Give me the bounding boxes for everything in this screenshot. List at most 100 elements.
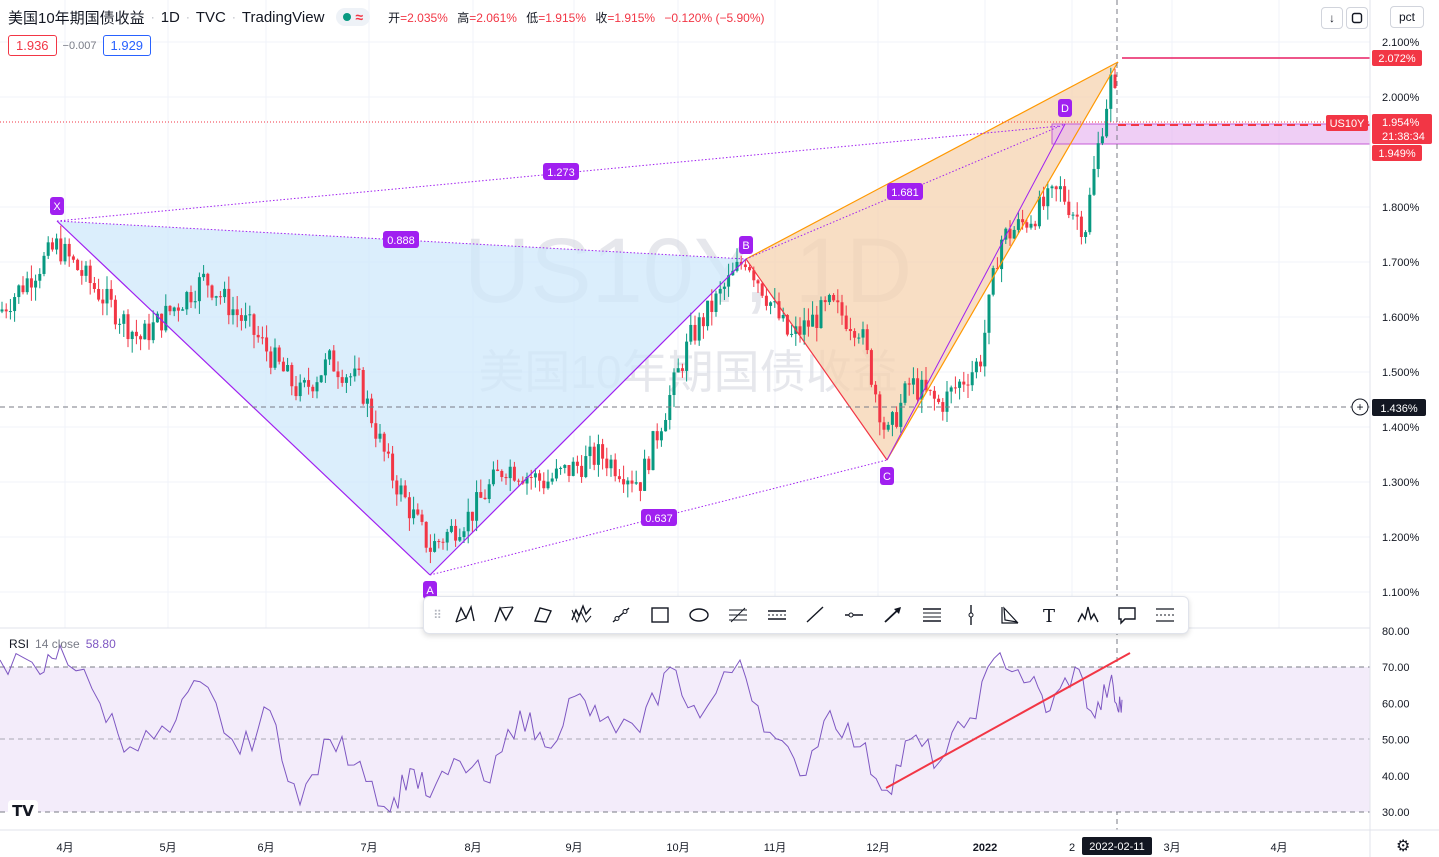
- spread-value: −0.007: [62, 39, 97, 52]
- rsi-tick-label: 70.00: [1382, 662, 1410, 674]
- candle: [886, 421, 890, 432]
- horizontal-line-icon[interactable]: [835, 599, 874, 631]
- candle: [559, 466, 563, 475]
- candle: [974, 358, 978, 379]
- scale-mode-button[interactable]: pct: [1390, 6, 1424, 28]
- candle: [307, 367, 311, 395]
- sell-button[interactable]: 1.936: [8, 35, 57, 56]
- candle: [336, 361, 340, 389]
- price-axis[interactable]: 2.100% 2.000% 1.800% 1.700% 1.600% 1.500% 1.40…: [1382, 37, 1420, 599]
- ratio-label: 0.888: [383, 231, 419, 248]
- pattern-point-labels[interactable]: X A B C D: [50, 99, 1072, 599]
- candle: [622, 465, 626, 493]
- svg-text:1.681: 1.681: [891, 187, 919, 199]
- gear-icon[interactable]: ⚙: [1396, 838, 1411, 855]
- buy-button[interactable]: 1.929: [102, 35, 152, 56]
- pattern-lines[interactable]: [56, 61, 1119, 576]
- interval[interactable]: 1D: [160, 8, 180, 26]
- pattern-point-d[interactable]: D: [1058, 99, 1072, 117]
- candle: [416, 503, 420, 516]
- symbol-name[interactable]: 美国10年期国债收益: [8, 9, 145, 27]
- vertical-line-icon[interactable]: [952, 599, 991, 631]
- pattern-point-a[interactable]: A: [423, 581, 437, 599]
- candle: [214, 295, 218, 306]
- candle: [34, 274, 38, 301]
- candle: [722, 282, 726, 301]
- candle: [386, 443, 390, 459]
- candle: [475, 480, 479, 532]
- abcd-pattern-icon[interactable]: [524, 599, 563, 631]
- rectangle-icon[interactable]: [640, 599, 679, 631]
- rsi-title[interactable]: RSI: [9, 637, 30, 651]
- arrow-icon[interactable]: [874, 599, 913, 631]
- candle: [67, 238, 71, 267]
- rsi-trend-line[interactable]: [885, 652, 1131, 789]
- candle: [210, 284, 214, 301]
- toolbar-grip-icon[interactable]: ⠿: [433, 608, 442, 622]
- candle: [903, 381, 907, 406]
- candle: [672, 368, 676, 408]
- pattern-point-c[interactable]: C: [880, 467, 894, 485]
- candle: [269, 346, 273, 375]
- download-icon[interactable]: ↓: [1321, 7, 1343, 29]
- rsi-line: [0, 643, 1123, 813]
- fullscreen-icon[interactable]: [1346, 7, 1368, 29]
- candle: [907, 377, 911, 396]
- candle: [113, 295, 117, 330]
- candle: [714, 290, 718, 317]
- candle: [588, 435, 592, 469]
- candle: [970, 360, 974, 392]
- candle: [857, 333, 861, 344]
- candle: [109, 280, 113, 308]
- candle: [378, 423, 382, 443]
- candle: [105, 276, 109, 316]
- gann-box-icon[interactable]: [913, 599, 952, 631]
- candle: [840, 294, 844, 325]
- market-status[interactable]: ≈: [336, 8, 371, 26]
- rsi-axis[interactable]: 80.00 70.00 60.00 50.00 40.00 30.00: [1382, 626, 1410, 819]
- svg-text:0.637: 0.637: [645, 513, 673, 525]
- candle: [865, 324, 869, 355]
- candle: [538, 469, 542, 492]
- pattern-point-b[interactable]: B: [739, 236, 753, 254]
- svg-text:D: D: [1061, 103, 1069, 115]
- pitchfork-icon[interactable]: [1146, 599, 1185, 631]
- xabcd-pattern-icon[interactable]: [446, 599, 485, 631]
- cypher-pattern-icon[interactable]: [485, 599, 524, 631]
- brand: TradingView: [241, 8, 325, 26]
- candle: [365, 390, 369, 418]
- candle: [172, 306, 176, 317]
- triangle-pattern-icon[interactable]: [990, 599, 1029, 631]
- time-tick-label: 10月: [666, 842, 689, 854]
- pattern-bcd-fill: [746, 62, 1118, 460]
- pattern-point-x[interactable]: X: [50, 197, 64, 215]
- candle: [953, 376, 957, 394]
- tradingview-logo-icon[interactable]: TV: [8, 800, 38, 822]
- candle: [302, 377, 306, 388]
- bar-countdown-label: 21:38:34: [1382, 131, 1425, 143]
- parallel-channel-icon[interactable]: [757, 599, 796, 631]
- head-shoulders-icon[interactable]: [1068, 599, 1107, 631]
- candle: [748, 264, 752, 273]
- time-tick-label: 11月: [764, 842, 786, 854]
- fib-retracement-icon[interactable]: [718, 599, 757, 631]
- candle: [496, 459, 500, 472]
- candle: [701, 312, 705, 339]
- ray-icon[interactable]: [796, 599, 835, 631]
- ellipse-icon[interactable]: [679, 599, 718, 631]
- elliott-wave-icon[interactable]: [563, 599, 602, 631]
- candle: [76, 258, 80, 271]
- candle: [836, 289, 840, 314]
- target-zone-rect[interactable]: [1051, 123, 1371, 145]
- candle: [1058, 176, 1062, 202]
- candle: [1016, 212, 1020, 234]
- candle: [281, 357, 285, 372]
- candle: [882, 416, 886, 439]
- callout-icon[interactable]: [1107, 599, 1146, 631]
- crosshair-date-label: 2022-02-11: [1089, 841, 1144, 853]
- trend-line-icon[interactable]: [602, 599, 641, 631]
- text-icon[interactable]: T: [1029, 599, 1068, 631]
- time-axis[interactable]: 4月 5月 6月 7月 8月 9月 10月 11月 12月 2022 2 3月 4月: [56, 842, 1287, 854]
- exchange: TVC: [195, 8, 226, 26]
